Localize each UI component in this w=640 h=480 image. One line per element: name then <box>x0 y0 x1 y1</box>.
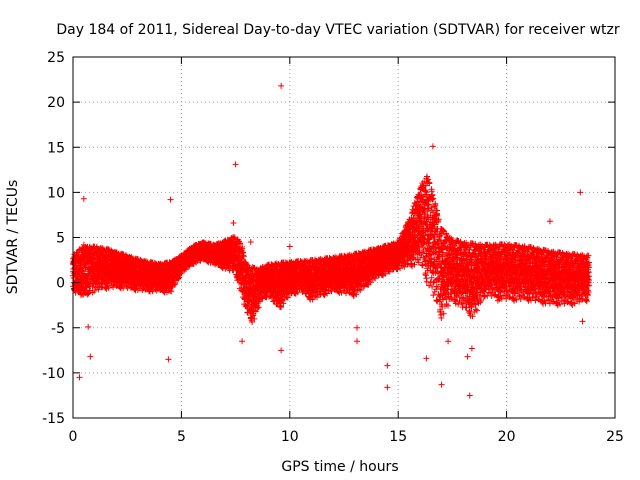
y-tick-label: 0 <box>56 276 65 292</box>
data-point <box>286 243 293 250</box>
data-point <box>80 195 87 202</box>
data-band <box>70 173 592 325</box>
data-point <box>232 161 239 168</box>
axis-ticks: 0 5 10 15 20 25 -15 -10 -5 0 5 10 15 20 25 <box>42 50 624 445</box>
data-series-sdtvar <box>70 82 592 399</box>
x-tick-label: 0 <box>69 429 78 445</box>
data-point <box>165 356 172 363</box>
y-tick-label: 25 <box>47 50 65 66</box>
data-point <box>354 324 361 331</box>
x-tick-label: 25 <box>606 429 624 445</box>
y-axis-label: SDTVAR / TECUs <box>5 180 21 295</box>
data-point <box>464 353 471 360</box>
y-tick-label: -15 <box>42 411 65 427</box>
x-tick-label: 20 <box>498 429 516 445</box>
data-point <box>384 362 391 369</box>
data-point <box>85 323 92 330</box>
x-tick-label: 5 <box>177 429 186 445</box>
y-tick-label: -5 <box>51 321 65 337</box>
data-point <box>167 196 174 203</box>
data-point <box>546 218 553 225</box>
y-tick-label: -10 <box>42 366 65 382</box>
x-tick-label: 15 <box>389 429 407 445</box>
data-point <box>438 381 445 388</box>
data-point <box>76 374 83 381</box>
y-tick-label: 20 <box>47 95 65 111</box>
x-axis-label: GPS time / hours <box>281 459 398 475</box>
data-point <box>577 189 584 196</box>
data-point <box>278 347 285 354</box>
data-point <box>423 355 430 362</box>
data-point <box>230 220 237 227</box>
data-point <box>354 338 361 345</box>
y-tick-label: 10 <box>47 185 65 201</box>
data-point <box>466 392 473 399</box>
data-point <box>239 338 246 345</box>
grid <box>73 57 615 418</box>
data-point <box>87 353 94 360</box>
data-point <box>494 297 501 304</box>
data-point <box>278 82 285 89</box>
chart-title: Day 184 of 2011, Sidereal Day-to-day VTE… <box>56 22 620 38</box>
data-point <box>468 345 475 352</box>
data-point <box>579 318 586 325</box>
y-tick-label: 15 <box>47 140 65 156</box>
data-point <box>445 338 452 345</box>
data-point <box>429 143 436 150</box>
data-point <box>247 239 254 246</box>
y-tick-label: 5 <box>56 231 65 247</box>
x-tick-label: 10 <box>281 429 299 445</box>
data-point <box>384 384 391 391</box>
